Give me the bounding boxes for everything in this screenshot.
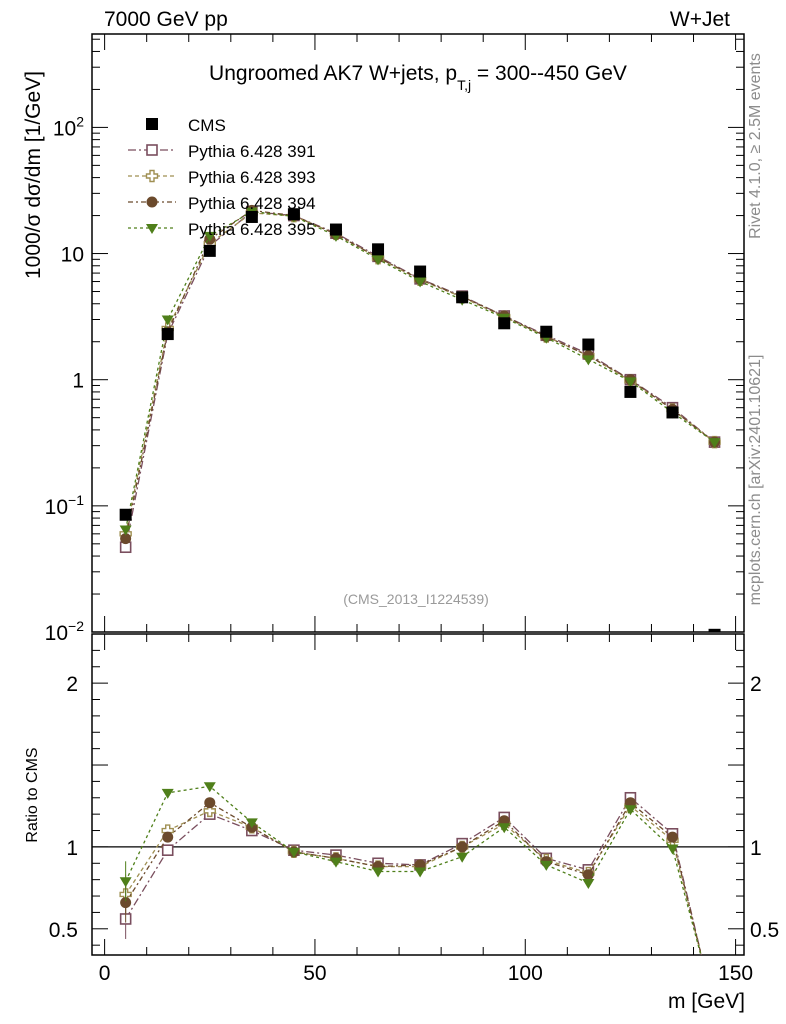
legend-marker-3: [146, 196, 158, 208]
legend-label-cms: CMS: [188, 116, 226, 135]
analysis-tag: (CMS_2013_I1224539): [343, 591, 489, 607]
ratio-3-point: [456, 841, 468, 853]
series-4-point: [708, 438, 721, 449]
ratio-3-point: [204, 797, 216, 809]
ratio-3-point: [582, 869, 594, 881]
x-tick-label: 150: [718, 962, 753, 985]
legend-marker-1: [146, 144, 158, 156]
legend-marker-cms: [146, 118, 158, 130]
cms-data-point: [708, 628, 721, 632]
ratio-tick-label-right: 0.5: [750, 919, 779, 942]
cms-data-point: [498, 317, 511, 330]
ratio-4-point: [287, 847, 300, 858]
ratio-4-point: [414, 867, 427, 878]
main-panel-frame: [91, 33, 745, 633]
x-tick-label: 50: [303, 962, 326, 985]
cms-data-point: [456, 291, 469, 304]
series-4-point: [582, 355, 595, 366]
ratio-tick-label-right: 2: [750, 673, 762, 696]
series-4-point: [203, 231, 216, 242]
cms-data-point: [414, 265, 427, 278]
y-tick-label: 1: [72, 370, 84, 393]
cms-data-point: [119, 508, 132, 521]
x-tick-label: 0: [99, 962, 111, 985]
ratio-4-point: [666, 844, 679, 855]
series-4-point: [624, 377, 637, 388]
ratio-4-point: [624, 805, 637, 816]
series-4-point: [372, 255, 385, 266]
ratio-panel-frame: [91, 633, 745, 956]
x-axis-label: m [GeV]: [668, 990, 745, 1013]
series-4-point: [119, 525, 132, 536]
y-tick-label: 102: [53, 113, 84, 140]
mcplots-label: mcplots.cern.ch [arXiv:2401.10621]: [747, 355, 764, 606]
series-4-point: [161, 315, 174, 326]
ratio-4-point: [161, 788, 174, 799]
legend-marker-2: [145, 169, 159, 183]
legend-label-2: Pythia 6.428 393: [188, 168, 316, 187]
cms-data-point: [582, 338, 595, 351]
ratio-4-point: [456, 852, 469, 863]
legend-label-4: Pythia 6.428 395: [188, 220, 316, 239]
series-line-4: [125, 210, 715, 530]
cms-data-point: [540, 325, 553, 338]
rivet-version-label: Rivet 4.1.0, ≥ 2.5M events: [747, 53, 764, 239]
cms-data-point: [329, 223, 342, 236]
header-energy-label: 7000 GeV pp: [104, 8, 228, 31]
ratio-tick-label-right: 1: [750, 837, 762, 860]
legend-label-1: Pythia 6.428 391: [188, 142, 316, 161]
ratio-3-point: [666, 831, 678, 843]
y-tick-label: 10−1: [45, 492, 85, 519]
y-tick-label: 10−2: [45, 618, 85, 645]
ratio-4-point: [203, 782, 216, 793]
cms-data-point: [203, 244, 216, 257]
ratio-tick-label-left: 2: [66, 673, 78, 696]
ratio-4-point: [582, 878, 595, 889]
ratio-4-point: [498, 823, 511, 834]
ratio-2-point: [203, 804, 216, 818]
y-axis-label: 1000/σ dσ/dm [1/GeV]: [22, 71, 45, 279]
cms-data-point: [287, 208, 300, 221]
cms-data-point: [372, 243, 385, 256]
legend: CMS Pythia 6.428 391 Pythia 6.428 393 Pythi…: [128, 116, 316, 239]
ratio-line-4: [125, 785, 702, 955]
ratio-4-point: [540, 860, 553, 871]
ratio-3-point: [120, 897, 132, 909]
series-line-2: [125, 212, 715, 534]
series-line-1: [125, 210, 715, 548]
ratio-4-point: [245, 818, 258, 829]
series-4-point: [414, 277, 427, 288]
main-plot-area: [119, 204, 721, 632]
cms-data-point: [624, 385, 637, 398]
y-tick-label: 10: [61, 244, 84, 267]
ratio-plot-area: [119, 782, 703, 955]
legend-label-3: Pythia 6.428 394: [188, 194, 316, 213]
ratio-axis-label: Ratio to CMS: [24, 747, 41, 842]
ratio-tick-label-left: 0.5: [49, 919, 78, 942]
ratio-4-point: [372, 867, 385, 878]
x-tick-label: 100: [508, 962, 543, 985]
cms-data-point: [245, 210, 258, 223]
header-process-label: W+Jet: [669, 8, 730, 31]
ratio-3-point: [162, 831, 174, 843]
ratio-4-point: [119, 877, 132, 888]
series-3-point: [120, 533, 132, 545]
ratio-1-point: [161, 844, 174, 856]
chart-title: Ungroomed AK7 W+jets, pT,j = 300--450 Ge…: [209, 62, 627, 93]
cms-data-point: [161, 328, 174, 341]
ratio-tick-label-left: 1: [66, 837, 78, 860]
ratio-4-point: [329, 857, 342, 868]
ratio-line-2: [125, 804, 702, 955]
cms-data-point: [666, 406, 679, 419]
legend-marker-4: [146, 224, 158, 234]
